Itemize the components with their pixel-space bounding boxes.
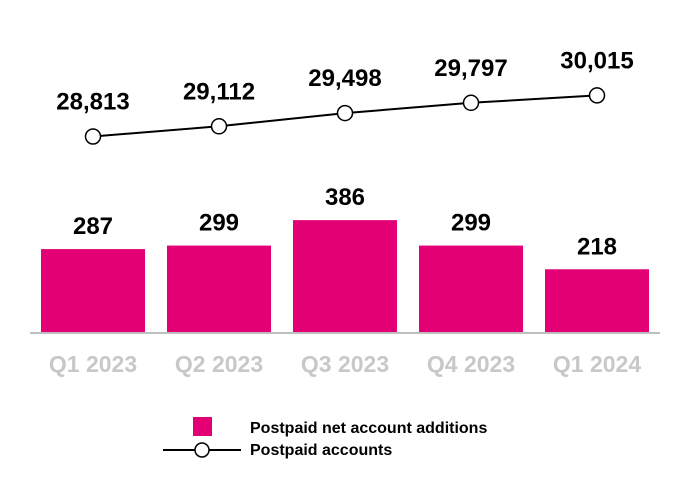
bar-value-label: 386 [325,184,365,211]
category-label: Q1 2024 [553,351,641,377]
line-value-label: 28,813 [56,89,129,116]
line-value-label: 30,015 [560,47,633,74]
bar [293,220,397,333]
bar-value-labels: 287 299 386 299 218 [73,184,617,260]
line-marker [462,94,480,112]
line-marker [84,128,102,145]
line-value-labels: 28,813 29,112 29,498 29,797 30,015 [56,47,633,115]
line-series [84,87,606,145]
line-marker [210,118,228,135]
legend-label-line: Postpaid accounts [250,442,392,459]
bar-series [41,220,649,333]
legend-swatch-bar [193,417,212,436]
category-label: Q3 2023 [301,351,389,377]
bar [41,249,145,333]
category-labels: Q1 2023 Q2 2023 Q3 2023 Q4 2023 Q1 2024 [49,351,641,377]
category-label: Q2 2023 [175,351,263,377]
category-label: Q4 2023 [427,351,515,377]
line-value-label: 29,112 [183,78,255,105]
line-marker [336,104,354,122]
legend: Postpaid net account additions Postpaid … [163,417,487,459]
legend-swatch-marker [194,442,210,458]
bar [419,245,523,333]
bar [545,269,649,333]
bar [167,245,271,333]
line-marker [588,87,606,104]
category-label: Q1 2023 [49,351,137,377]
legend-label-bar: Postpaid net account additions [250,420,487,437]
bar-value-label: 218 [577,233,617,260]
bar-value-label: 287 [73,213,113,240]
line-value-label: 29,797 [434,55,507,82]
bar-value-label: 299 [451,210,491,237]
bar-value-label: 299 [199,210,239,237]
line-value-label: 29,498 [308,65,381,92]
